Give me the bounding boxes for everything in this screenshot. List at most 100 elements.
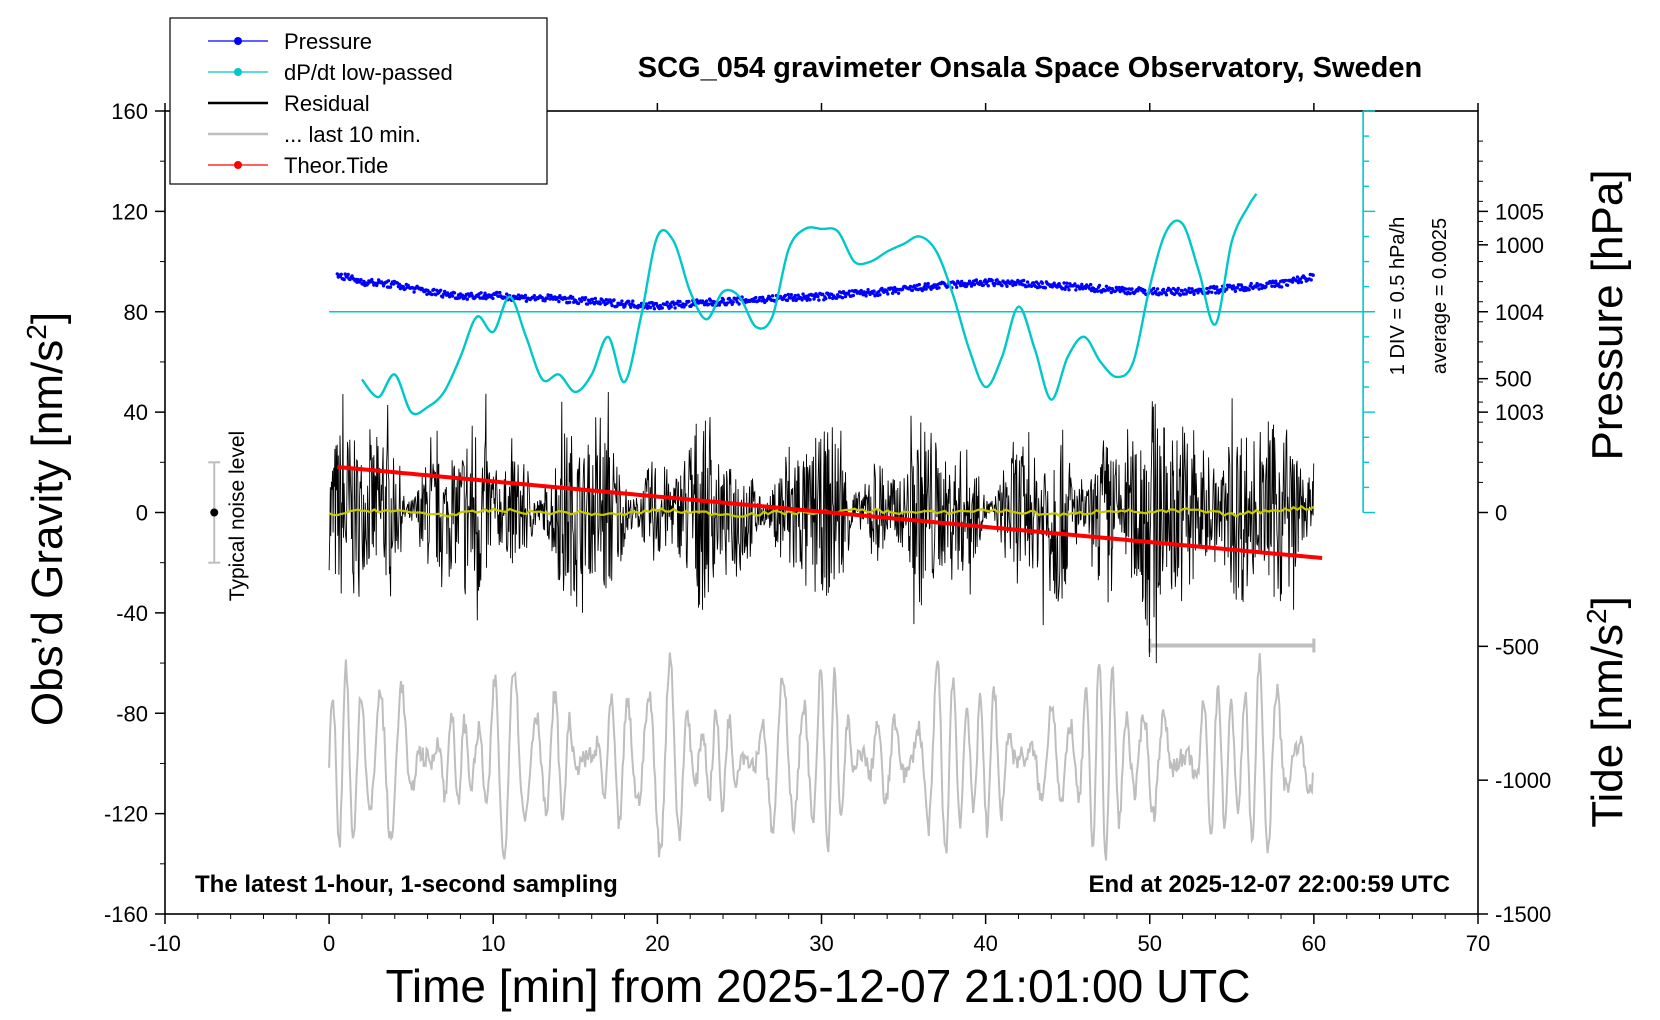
pressure-point — [1095, 289, 1100, 293]
pressure-point — [452, 291, 457, 295]
x-tick-label: 20 — [645, 931, 669, 956]
pressure-point — [817, 298, 821, 302]
legend-marker — [234, 68, 242, 76]
pressure-point — [543, 299, 547, 303]
tide-tick-label: 1000 — [1495, 233, 1544, 258]
pressure-point — [1025, 280, 1030, 284]
pressure-point — [954, 282, 958, 286]
pressure-point — [1224, 287, 1229, 291]
pressure-point — [757, 298, 761, 303]
pressure-point — [917, 282, 921, 287]
x-tick-label: 60 — [1302, 931, 1326, 956]
pressure-point — [465, 297, 469, 301]
x-tick-label: 0 — [323, 931, 335, 956]
pressure-point — [684, 302, 688, 307]
pressure-point — [960, 279, 964, 284]
x-axis-label: Time [min] from 2025-12-07 21:01:00 UTC — [386, 960, 1251, 1012]
dpdt-average-label: average = 0.0025 — [1429, 218, 1451, 374]
pressure-point — [1080, 282, 1084, 287]
pressure-point — [800, 298, 804, 302]
x-tick-label: 50 — [1138, 931, 1162, 956]
pressure-point — [1210, 290, 1214, 294]
pressure-point — [808, 298, 812, 302]
pressure-point — [864, 294, 868, 298]
y-axis-label-gravity-sup: 2 — [21, 324, 52, 340]
pressure-point — [1074, 288, 1078, 292]
pressure-point — [631, 299, 635, 303]
pressure-point — [1290, 280, 1295, 284]
pressure-point — [1043, 286, 1048, 290]
pressure-point — [532, 294, 536, 298]
pressure-point — [1066, 285, 1070, 289]
pressure-point — [1005, 284, 1009, 288]
pressure-point — [1296, 280, 1301, 285]
pressure-point — [441, 295, 445, 299]
pressure-point — [1143, 288, 1147, 293]
pressure-point — [770, 294, 775, 298]
pressure-point — [1178, 293, 1183, 297]
pressure-point — [571, 295, 575, 299]
pressure-point — [1283, 278, 1288, 283]
pressure-point — [1155, 287, 1160, 291]
pressure-point — [660, 306, 664, 310]
pressure-point — [912, 284, 917, 288]
pressure-point — [981, 283, 985, 287]
pressure-point — [955, 285, 959, 289]
pressure-point — [370, 277, 374, 282]
pressure-point — [793, 293, 797, 298]
pressure-point — [1062, 281, 1066, 285]
pressure-point — [1104, 284, 1109, 288]
pressure-point — [847, 289, 852, 293]
pressure-point — [1233, 289, 1238, 293]
x-tick-label: -10 — [149, 931, 181, 956]
y-axis-label-tide-end: ] — [1583, 596, 1632, 608]
pressure-point — [1089, 282, 1093, 287]
pressure-point — [908, 284, 913, 289]
pressure-point — [439, 288, 443, 292]
tide-tick-label: -1000 — [1495, 768, 1551, 793]
pressure-point — [579, 299, 584, 303]
y-tick-label: 80 — [124, 300, 148, 325]
pressure-point — [910, 288, 915, 293]
pressure-point — [1280, 285, 1284, 289]
pressure-point — [1011, 283, 1015, 288]
pressure-point — [523, 293, 528, 298]
pressure-point — [1247, 288, 1251, 292]
y-axis-label-pressure: Pressure [hPa] — [1583, 169, 1632, 460]
pressure-point — [1215, 285, 1219, 289]
pressure-point — [388, 285, 393, 289]
y-tick-label: -160 — [104, 902, 148, 927]
y-axis-label-gravity-end: ] — [23, 312, 72, 324]
pressure-point — [460, 293, 465, 297]
pressure-point — [557, 299, 561, 304]
pressure-point — [1277, 282, 1281, 286]
pressure-point — [843, 294, 848, 299]
pressure-point — [568, 300, 572, 304]
pressure-point — [1161, 287, 1166, 292]
pressure-point — [1124, 287, 1128, 291]
pressure-point — [727, 296, 731, 301]
pressure-point — [629, 305, 633, 309]
pressure-point — [381, 284, 386, 288]
pressure-point — [598, 302, 602, 306]
pressure-point — [435, 288, 439, 292]
pressure-point — [1118, 289, 1122, 294]
pressure-point — [890, 286, 894, 290]
pressure-point — [1164, 293, 1169, 297]
pressure-point — [1238, 288, 1243, 292]
x-tick-label: 40 — [973, 931, 997, 956]
pressure-point — [1130, 287, 1134, 291]
pressure-point — [588, 301, 593, 305]
pressure-point — [1190, 287, 1194, 291]
pressure-point — [1196, 291, 1200, 295]
pressure-point — [483, 291, 487, 295]
pressure-point — [985, 280, 989, 284]
pressure-point — [665, 300, 669, 304]
pressure-point — [840, 296, 845, 300]
tide-tick-label: -500 — [1495, 634, 1539, 659]
y-axis-label-tide-text: Tide [nm/s — [1583, 624, 1632, 828]
legend-label: Residual — [284, 91, 370, 116]
pressure-point — [993, 281, 997, 286]
pressure-point — [648, 305, 653, 310]
